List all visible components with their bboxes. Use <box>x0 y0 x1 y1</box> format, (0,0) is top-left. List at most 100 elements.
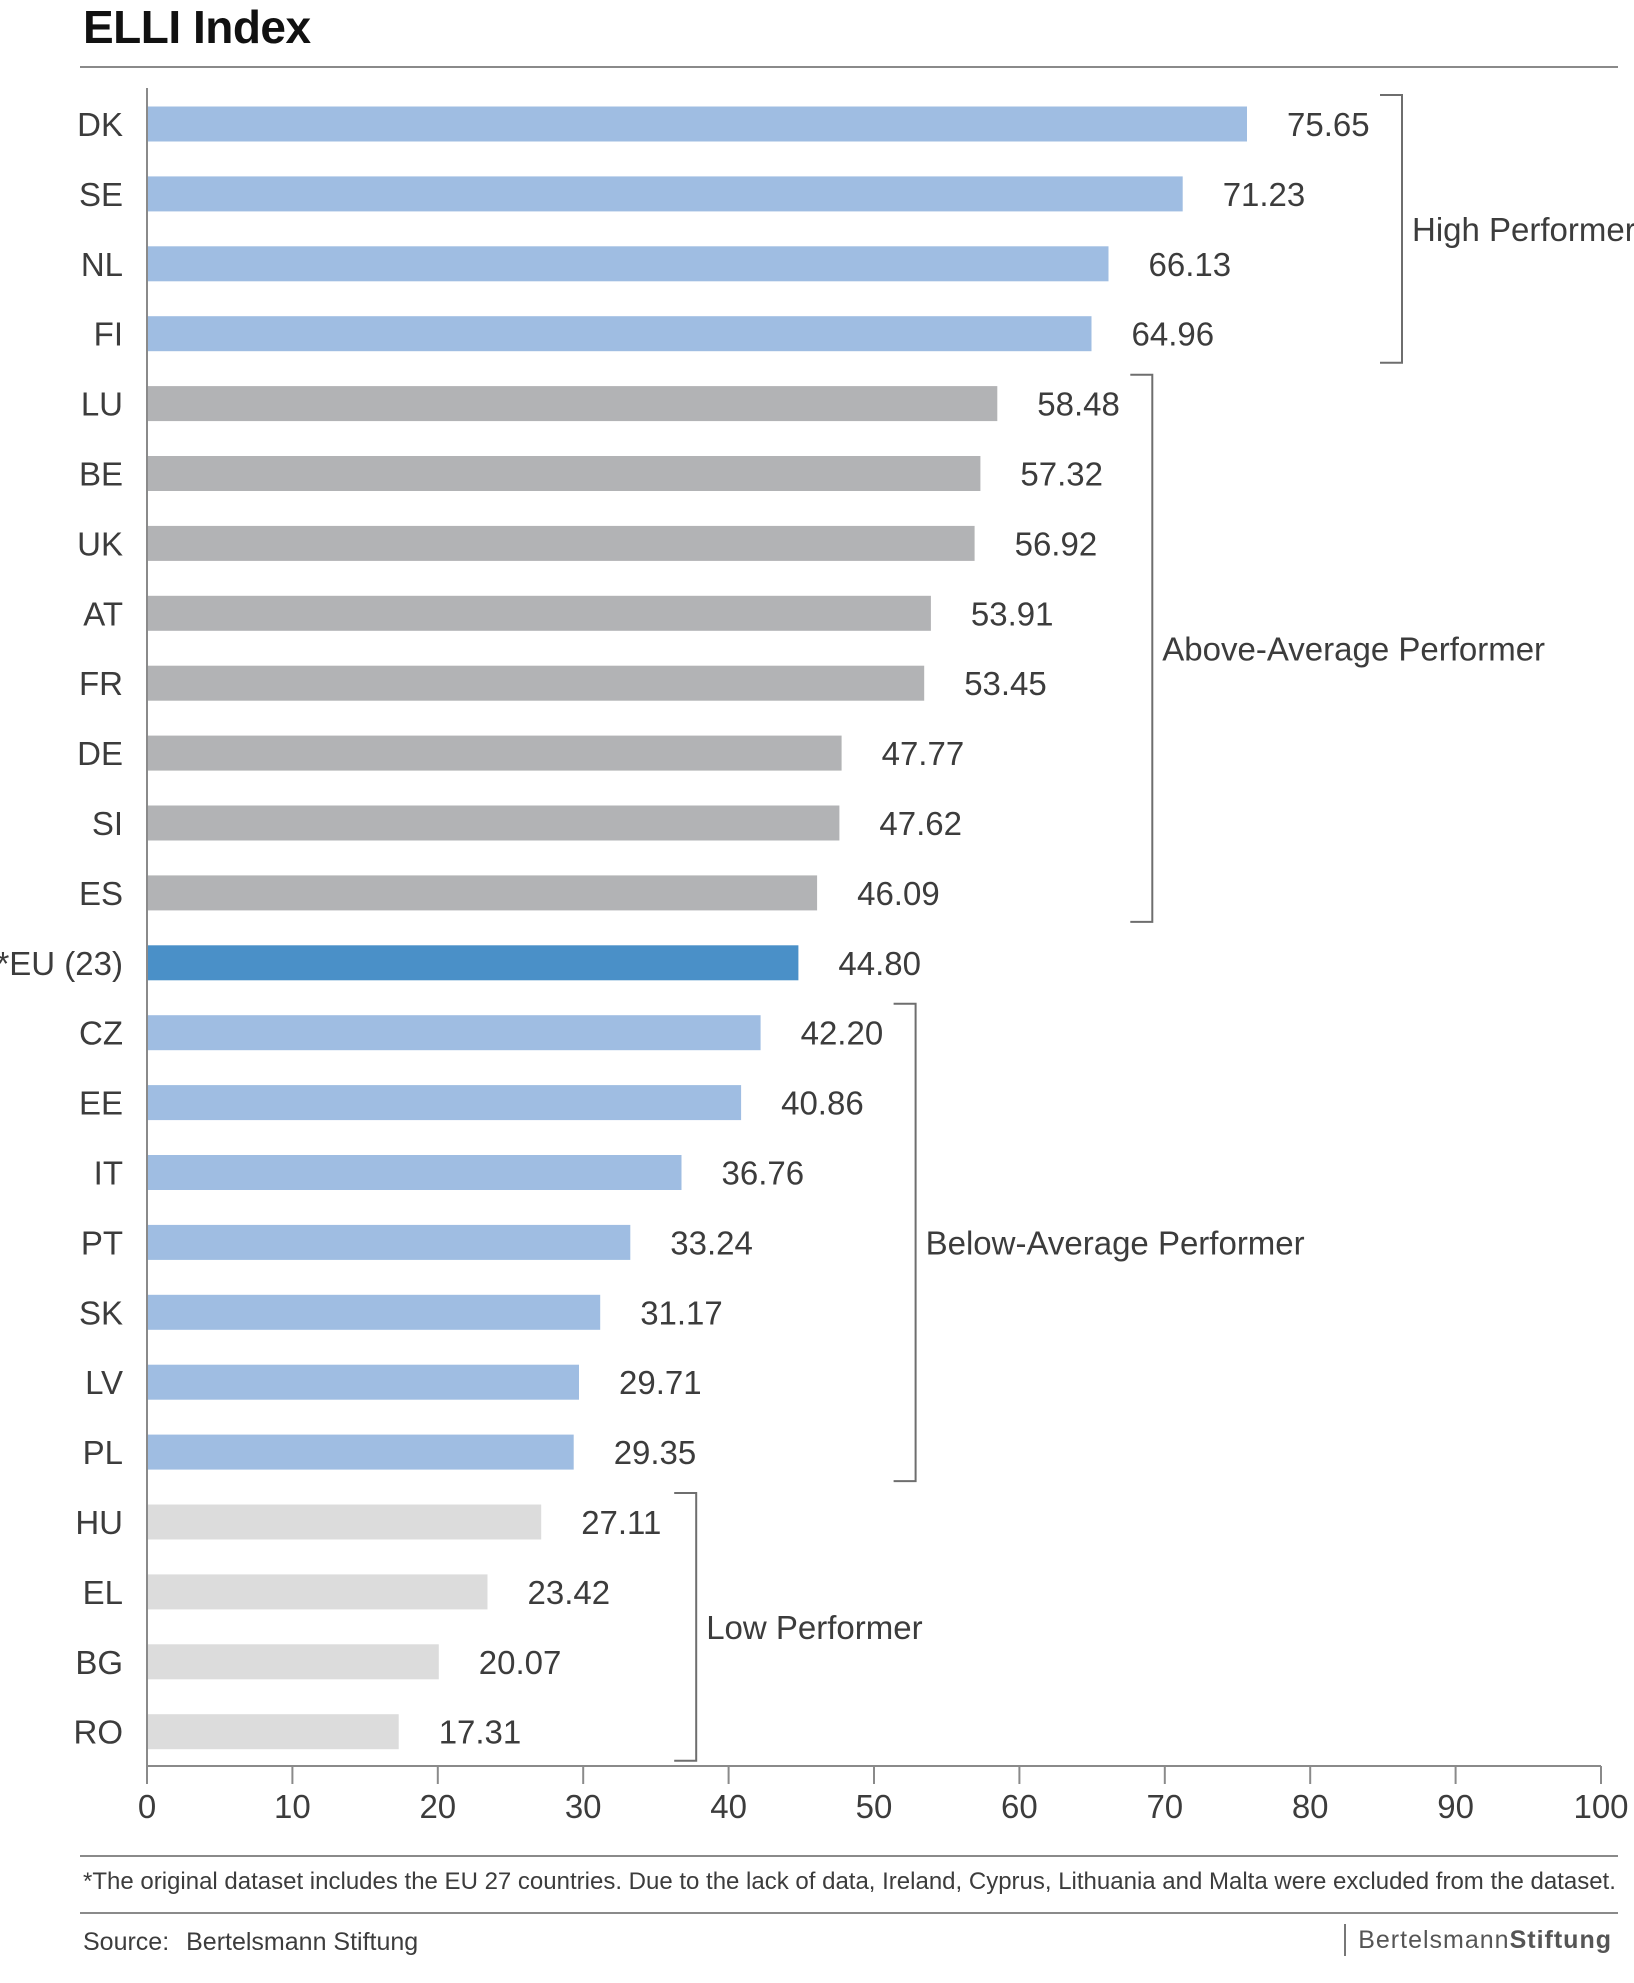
value-label: 40.86 <box>781 1085 864 1122</box>
bar-si <box>147 805 840 841</box>
source-value: Bertelsmann Stiftung <box>186 1928 419 1956</box>
group-label: Below-Average Performer <box>926 1224 1305 1261</box>
bar-ro <box>147 1714 399 1750</box>
value-label: 71.23 <box>1223 176 1306 213</box>
source-label: Source: <box>83 1928 170 1956</box>
source-divider <box>80 1912 1618 1914</box>
bar-fr <box>147 665 925 701</box>
group-label: Above-Average Performer <box>1162 630 1545 667</box>
value-label: 64.96 <box>1132 316 1215 353</box>
group-bracket <box>1380 94 1403 364</box>
value-label: 42.20 <box>801 1015 884 1052</box>
category-label: BG <box>75 1644 123 1681</box>
category-label: FI <box>94 316 123 353</box>
value-label: 46.09 <box>857 875 940 912</box>
category-label: ES <box>79 875 123 912</box>
category-label: SE <box>79 176 123 213</box>
category-label: IT <box>94 1155 123 1192</box>
bar-eu23 <box>147 945 799 981</box>
bar-lu <box>147 386 998 422</box>
bar-at <box>147 595 931 631</box>
bar-cz <box>147 1015 761 1051</box>
value-label: 57.32 <box>1020 456 1103 493</box>
footnote: *The original dataset includes the EU 27… <box>83 1868 1616 1895</box>
category-label: EE <box>79 1085 123 1122</box>
x-tick-label: 30 <box>565 1788 602 1825</box>
bar-chart: DK SE NL FI LU BE UK AT FR DE SI ES *EU (23) CZ EE IT PT… <box>0 88 1634 1825</box>
value-label: 53.91 <box>971 595 1054 632</box>
bar-el <box>147 1574 488 1610</box>
x-tick-label: 40 <box>710 1788 747 1825</box>
x-tick-label: 90 <box>1437 1788 1474 1825</box>
logo-bar <box>1344 1924 1347 1956</box>
x-tick-label: 50 <box>856 1788 893 1825</box>
bar-nl <box>147 246 1109 282</box>
value-label: 44.80 <box>838 945 921 982</box>
bar-pl <box>147 1434 574 1470</box>
x-tick-label: 0 <box>138 1788 156 1825</box>
value-label: 27.11 <box>581 1504 661 1541</box>
chart-title: ELLI Index <box>83 1 311 53</box>
bar-dk <box>147 106 1247 142</box>
category-label: EL <box>83 1574 123 1611</box>
group-label: High Performer <box>1412 211 1634 248</box>
x-tick-label: 80 <box>1292 1788 1329 1825</box>
category-label: LV <box>85 1364 123 1401</box>
logo-text-part1: Bertelsmann <box>1358 1925 1510 1954</box>
value-label: 47.62 <box>879 805 962 842</box>
value-label: 20.07 <box>479 1644 562 1681</box>
x-tick-label: 60 <box>1001 1788 1038 1825</box>
category-label: SK <box>79 1294 123 1331</box>
value-label: 23.42 <box>528 1574 611 1611</box>
value-label: 58.48 <box>1037 386 1120 423</box>
category-label: PL <box>83 1434 123 1471</box>
category-label: FR <box>79 665 123 702</box>
bar-uk <box>147 525 975 561</box>
bar-fi <box>147 316 1092 352</box>
category-label: CZ <box>79 1015 123 1052</box>
value-label: 31.17 <box>640 1294 723 1331</box>
bertelsmann-logo: Bertelsmann Stiftung <box>1344 1922 1612 1958</box>
footnote-divider <box>80 1855 1618 1857</box>
bar-bg <box>147 1644 439 1680</box>
logo-text-part2: Stiftung <box>1509 1925 1612 1954</box>
value-label: 47.77 <box>882 735 965 772</box>
source-line: Source: Bertelsmann Stiftung <box>83 1928 418 1957</box>
value-label: 56.92 <box>1015 525 1098 562</box>
category-label: PT <box>81 1224 123 1261</box>
bar-sk <box>147 1294 601 1330</box>
category-label: UK <box>77 525 123 562</box>
x-tick-label: 10 <box>274 1788 311 1825</box>
category-label: LU <box>81 386 123 423</box>
bar-it <box>147 1155 682 1190</box>
category-label: DK <box>77 106 123 143</box>
value-label: 17.31 <box>439 1714 522 1751</box>
x-tick-label: 70 <box>1146 1788 1183 1825</box>
category-label: NL <box>81 246 123 283</box>
group-bracket <box>674 1492 698 1762</box>
category-label: AT <box>83 595 123 632</box>
bar-es <box>147 875 818 911</box>
bar-hu <box>147 1504 542 1540</box>
bar-se <box>147 176 1183 212</box>
category-label: *EU (23) <box>0 945 123 982</box>
x-tick-label: 100 <box>1573 1788 1628 1825</box>
title-divider <box>80 66 1618 68</box>
category-label: DE <box>77 735 123 772</box>
value-label: 53.45 <box>964 665 1047 702</box>
value-label: 75.65 <box>1287 106 1370 143</box>
group-label: Low Performer <box>706 1609 922 1646</box>
category-label: SI <box>92 805 123 842</box>
value-label: 29.71 <box>619 1364 702 1401</box>
category-label: HU <box>75 1504 123 1541</box>
value-label: 66.13 <box>1149 246 1232 283</box>
category-label: BE <box>79 456 123 493</box>
bar-de <box>147 735 842 771</box>
group-bracket <box>893 1002 917 1483</box>
group-bracket <box>1130 373 1154 923</box>
value-label: 29.35 <box>614 1434 697 1471</box>
bar-lv <box>147 1364 579 1400</box>
category-label: RO <box>74 1714 124 1751</box>
bar-be <box>147 456 981 491</box>
bar-pt <box>147 1224 631 1260</box>
